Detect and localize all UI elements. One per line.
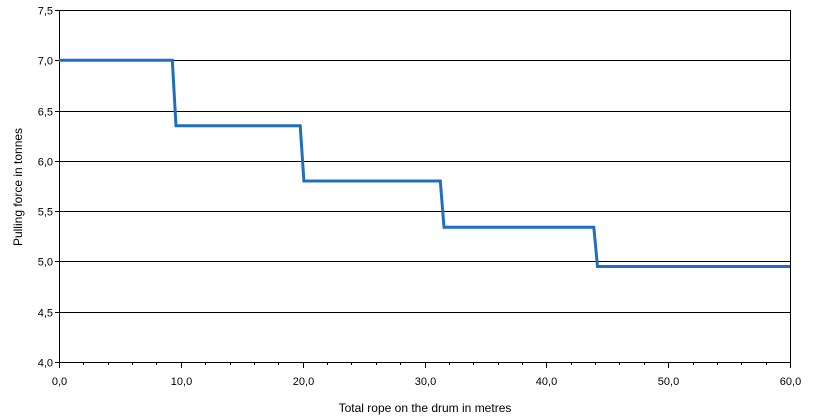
axes xyxy=(59,10,791,363)
series-line-0 xyxy=(59,58,790,268)
x-tick-label-5: 50,0 xyxy=(658,376,679,388)
y-tick-label-2: 5,0 xyxy=(38,257,53,269)
x-tick-label-6: 60,0 xyxy=(780,376,801,388)
x-tick-label-3: 30,0 xyxy=(415,376,436,388)
y-tick-label-6: 7,0 xyxy=(38,56,53,68)
gridlines xyxy=(59,10,790,363)
y-tick-label-3: 5,5 xyxy=(38,207,53,219)
y-tick-label-4: 6,0 xyxy=(38,157,53,169)
x-axis-title: Total rope on the drum in metres xyxy=(339,401,512,415)
x-tick-label-4: 40,0 xyxy=(536,376,557,388)
y-tick-label-7: 7,5 xyxy=(38,6,53,18)
tick-labels: 4,0 4,5 5,0 5,5 6,0 6,5 7,0 7,5 0,0 10,0 20,0 30,0 4… xyxy=(38,6,802,389)
y-axis-title: Pulling force in tonnes xyxy=(11,128,25,246)
x-tick-label-1: 10,0 xyxy=(171,376,192,388)
plot-frame xyxy=(59,10,791,363)
x-tick-label-2: 20,0 xyxy=(293,376,314,388)
y-tick-label-5: 6,5 xyxy=(38,107,53,119)
tick-marks xyxy=(55,10,791,368)
x-tick-label-0: 0,0 xyxy=(52,376,67,388)
y-tick-label-0: 4,0 xyxy=(38,358,53,370)
series xyxy=(59,58,790,268)
y-tick-label-1: 4,5 xyxy=(38,308,53,320)
